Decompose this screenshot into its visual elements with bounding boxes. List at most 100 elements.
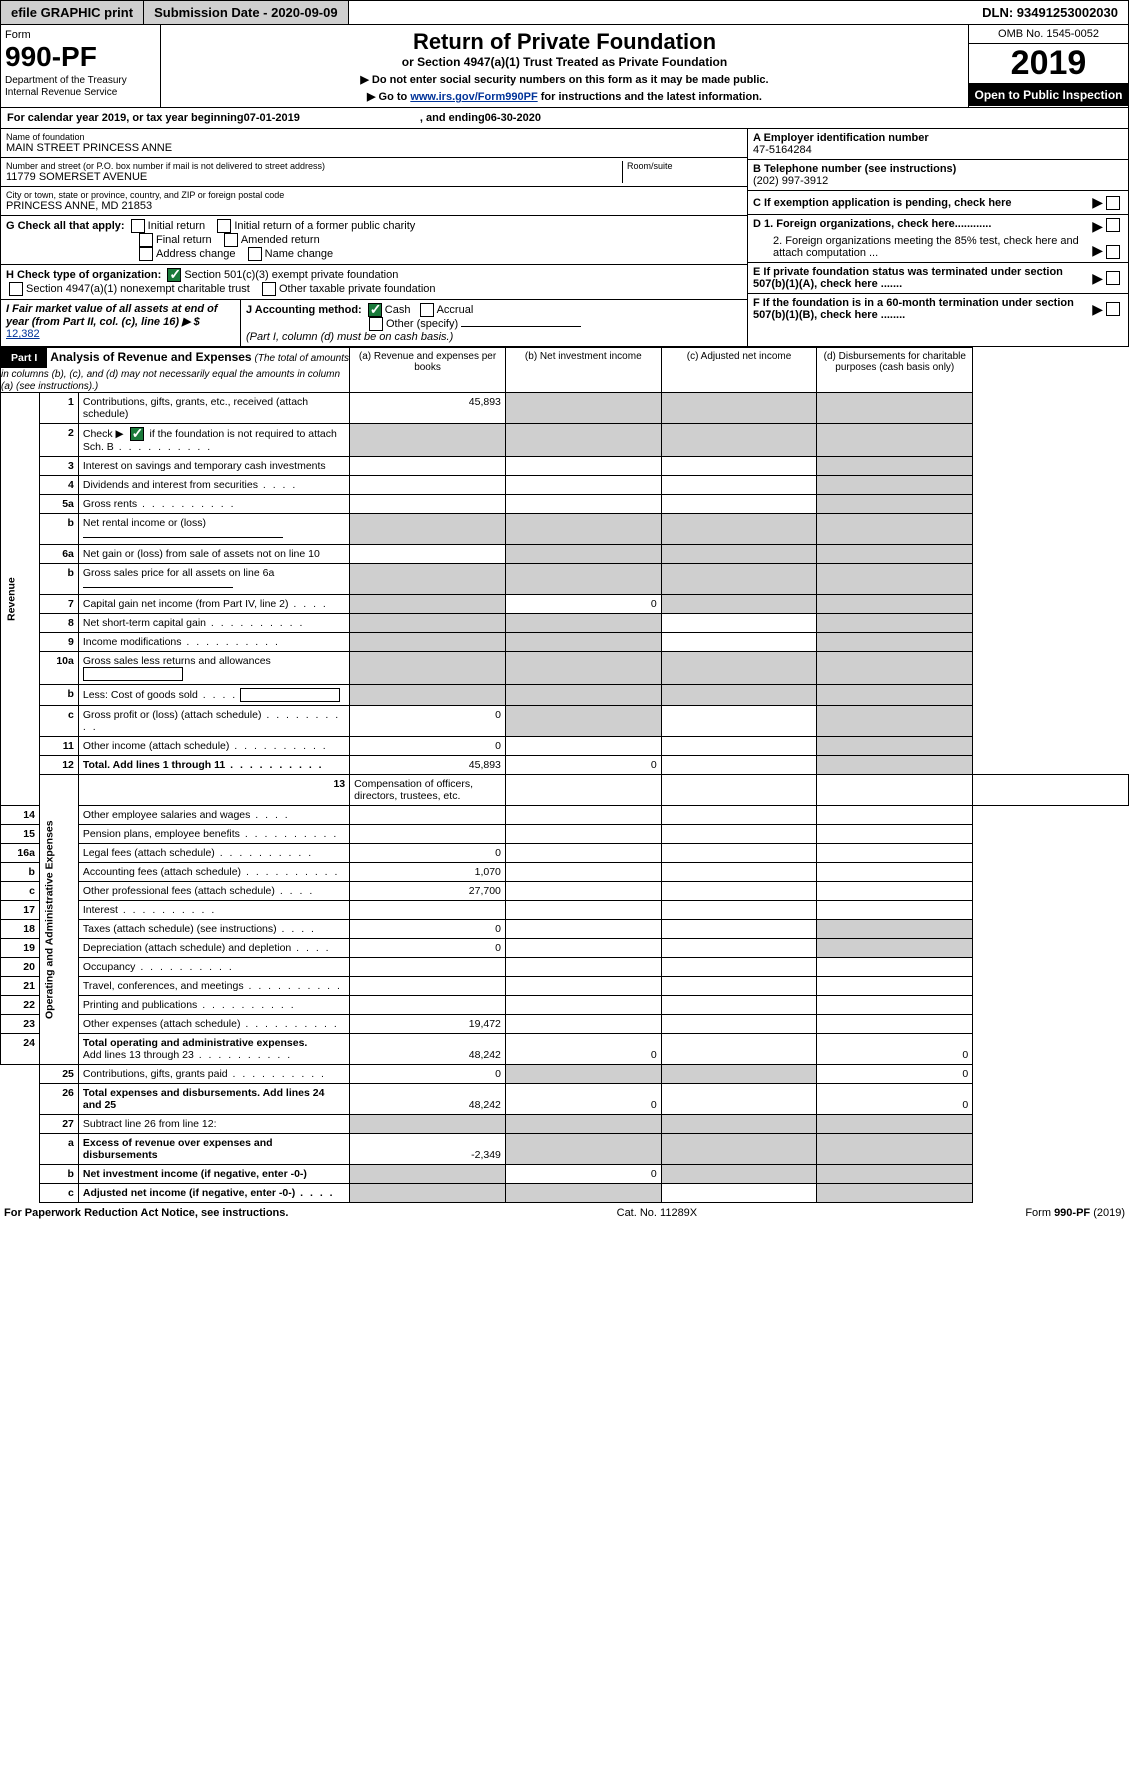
i-cell: I Fair market value of all assets at end… bbox=[1, 300, 241, 346]
row-num: 18 bbox=[1, 920, 40, 939]
table-row: 4Dividends and interest from securities bbox=[1, 476, 1129, 495]
cell-a: 45,893 bbox=[350, 393, 506, 424]
row-num: 1 bbox=[39, 393, 78, 424]
row-num: 6a bbox=[39, 545, 78, 564]
check-4947[interactable] bbox=[9, 282, 23, 296]
check-other-method[interactable] bbox=[369, 317, 383, 331]
omb-number: OMB No. 1545-0052 bbox=[969, 25, 1128, 44]
row-desc: Other employee salaries and wages bbox=[78, 806, 349, 825]
row-desc: Income modifications bbox=[78, 633, 349, 652]
cell-a: 0 bbox=[350, 706, 506, 737]
row-desc: Total operating and administrative expen… bbox=[78, 1034, 349, 1065]
check-final[interactable] bbox=[139, 233, 153, 247]
foundation-name: MAIN STREET PRINCESS ANNE bbox=[6, 142, 742, 154]
j-label: J Accounting method: bbox=[246, 304, 362, 316]
row-desc: Interest bbox=[78, 901, 349, 920]
row-desc: Occupancy bbox=[78, 958, 349, 977]
row-desc: Net investment income (if negative, ente… bbox=[78, 1165, 349, 1184]
row-num: 19 bbox=[1, 939, 40, 958]
row-desc: Gross rents bbox=[78, 495, 349, 514]
cell-a: 0 bbox=[350, 1065, 506, 1084]
row-desc: Contributions, gifts, grants, etc., rece… bbox=[78, 393, 349, 424]
arrow-icon-d2: ▶ bbox=[1092, 242, 1103, 259]
check-cash[interactable] bbox=[368, 303, 382, 317]
table-row: 10aGross sales less returns and allowanc… bbox=[1, 652, 1129, 685]
i-value: 12,382 bbox=[6, 328, 40, 340]
table-row: bNet rental income or (loss) bbox=[1, 514, 1129, 545]
check-schb[interactable] bbox=[130, 427, 144, 441]
check-e[interactable] bbox=[1106, 271, 1120, 285]
cell-d: 0 bbox=[817, 1084, 973, 1115]
city-value: PRINCESS ANNE, MD 21853 bbox=[6, 200, 742, 212]
check-initial-former[interactable] bbox=[217, 219, 231, 233]
check-c[interactable] bbox=[1106, 196, 1120, 210]
cell-a: 45,893 bbox=[350, 756, 506, 775]
j-c3: Other (specify) bbox=[386, 318, 458, 330]
tax-year: 2019 bbox=[969, 44, 1128, 84]
cell-b: 0 bbox=[505, 1084, 661, 1115]
check-501c3[interactable] bbox=[167, 268, 181, 282]
table-row: 27Subtract line 26 from line 12: bbox=[1, 1115, 1129, 1134]
row-num: a bbox=[39, 1134, 78, 1165]
row-desc: Gross sales less returns and allowances bbox=[78, 652, 349, 685]
cell-a: 0 bbox=[350, 737, 506, 756]
check-d1[interactable] bbox=[1106, 218, 1120, 232]
open-public: Open to Public Inspection bbox=[969, 84, 1128, 106]
row-num: 11 bbox=[39, 737, 78, 756]
g-c6: Name change bbox=[265, 248, 334, 260]
table-row: bNet investment income (if negative, ent… bbox=[1, 1165, 1129, 1184]
f-cell: F If the foundation is in a 60-month ter… bbox=[748, 294, 1128, 324]
row-num: 15 bbox=[1, 825, 40, 844]
cy-mid: , and ending bbox=[420, 112, 485, 124]
row-num: c bbox=[39, 706, 78, 737]
note-pre: ▶ Go to bbox=[367, 91, 410, 103]
name-cell: Name of foundation MAIN STREET PRINCESS … bbox=[1, 129, 747, 158]
table-row: 16aLegal fees (attach schedule)0 bbox=[1, 844, 1129, 863]
cell-a: 19,472 bbox=[350, 1015, 506, 1034]
row-desc: Net rental income or (loss) bbox=[78, 514, 349, 545]
row-num: b bbox=[39, 564, 78, 595]
row-desc: Capital gain net income (from Part IV, l… bbox=[78, 595, 349, 614]
table-row: 7Capital gain net income (from Part IV, … bbox=[1, 595, 1129, 614]
table-row: 8Net short-term capital gain bbox=[1, 614, 1129, 633]
footer-right: Form 990-PF (2019) bbox=[1025, 1207, 1125, 1219]
check-accrual[interactable] bbox=[420, 303, 434, 317]
row-desc: Accounting fees (attach schedule) bbox=[78, 863, 349, 882]
check-addr-change[interactable] bbox=[139, 247, 153, 261]
check-other-tax[interactable] bbox=[262, 282, 276, 296]
table-row: 5aGross rents bbox=[1, 495, 1129, 514]
row-num: b bbox=[1, 863, 40, 882]
check-amended[interactable] bbox=[224, 233, 238, 247]
row-desc: Interest on savings and temporary cash i… bbox=[78, 457, 349, 476]
row-desc: Other expenses (attach schedule) bbox=[78, 1015, 349, 1034]
irs-link[interactable]: www.irs.gov/Form990PF bbox=[410, 91, 537, 103]
arrow-icon-d1: ▶ bbox=[1092, 218, 1103, 235]
table-row: 2Check ▶ if the foundation is not requir… bbox=[1, 424, 1129, 457]
row-num: 20 bbox=[1, 958, 40, 977]
cell-a: -2,349 bbox=[350, 1134, 506, 1165]
room-cell: Room/suite bbox=[622, 161, 742, 183]
check-name-change[interactable] bbox=[248, 247, 262, 261]
cell-a: 27,700 bbox=[350, 882, 506, 901]
ein: 47-5164284 bbox=[753, 144, 1123, 156]
ij-row: I Fair market value of all assets at end… bbox=[1, 300, 747, 346]
row-desc: Taxes (attach schedule) (see instruction… bbox=[78, 920, 349, 939]
row-desc: Total expenses and disbursements. Add li… bbox=[78, 1084, 349, 1115]
row-num: 12 bbox=[39, 756, 78, 775]
col-a-hdr: (a) Revenue and expenses per books bbox=[350, 348, 506, 393]
row-desc: Less: Cost of goods sold bbox=[78, 685, 349, 706]
check-d2[interactable] bbox=[1106, 245, 1120, 259]
check-initial[interactable] bbox=[131, 219, 145, 233]
table-row: cOther professional fees (attach schedul… bbox=[1, 882, 1129, 901]
street-address: 11779 SOMERSET AVENUE bbox=[6, 171, 622, 183]
row-desc: Net short-term capital gain bbox=[78, 614, 349, 633]
row-num: 2 bbox=[39, 424, 78, 457]
g-c1: Initial return bbox=[148, 220, 205, 232]
part1-tab: Part I bbox=[1, 348, 47, 368]
efile-btn[interactable]: efile GRAPHIC print bbox=[1, 1, 144, 24]
g-label: G Check all that apply: bbox=[6, 220, 125, 232]
check-f[interactable] bbox=[1106, 302, 1120, 316]
h-label: H Check type of organization: bbox=[6, 269, 161, 281]
table-row: 18 Taxes (attach schedule) (see instructi… bbox=[1, 920, 1129, 939]
part1-table: Part I Analysis of Revenue and Expenses … bbox=[0, 347, 1129, 1203]
